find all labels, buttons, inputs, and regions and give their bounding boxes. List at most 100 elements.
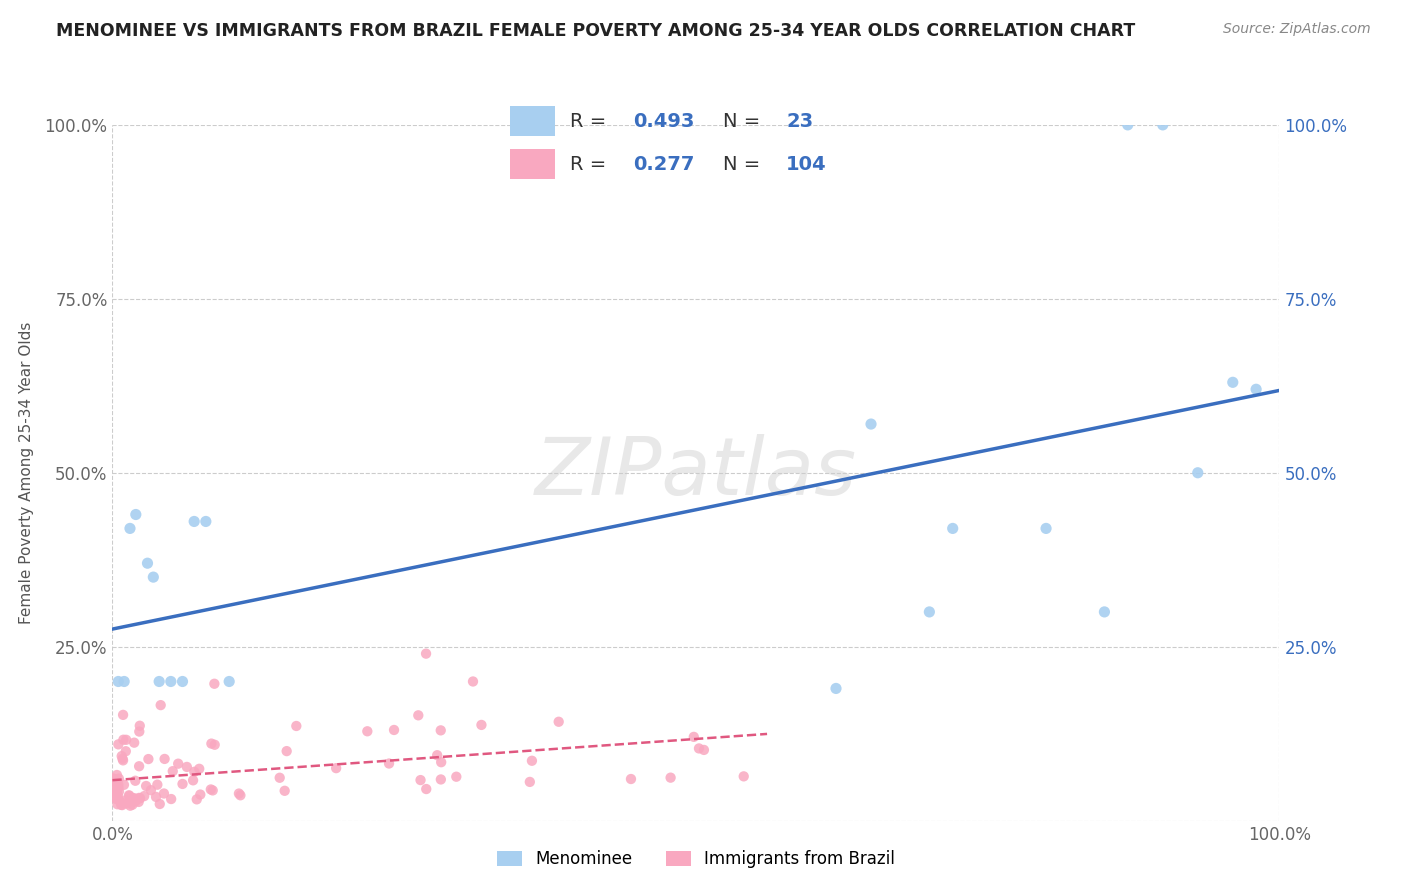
Point xyxy=(218,674,240,689)
Text: R =: R = xyxy=(569,154,613,174)
Point xyxy=(415,782,437,797)
Point xyxy=(104,791,127,805)
Point xyxy=(188,762,211,776)
Point xyxy=(112,778,135,792)
Point xyxy=(112,753,135,767)
Point xyxy=(112,732,135,747)
Text: 23: 23 xyxy=(786,112,813,131)
Point xyxy=(200,737,222,751)
Point xyxy=(124,794,146,808)
Point xyxy=(138,752,160,766)
Point xyxy=(825,681,848,696)
Point xyxy=(104,780,127,794)
Point xyxy=(118,789,141,803)
Point xyxy=(118,789,141,803)
Point xyxy=(149,698,172,713)
Point xyxy=(620,772,643,786)
Point xyxy=(134,789,156,804)
Point xyxy=(547,714,569,729)
Point xyxy=(202,677,225,691)
Text: MENOMINEE VS IMMIGRANTS FROM BRAZIL FEMALE POVERTY AMONG 25-34 YEAR OLDS CORRELA: MENOMINEE VS IMMIGRANTS FROM BRAZIL FEMA… xyxy=(56,22,1136,40)
Point xyxy=(136,556,159,570)
Point xyxy=(167,756,190,771)
Point xyxy=(128,795,150,809)
Point xyxy=(1187,466,1209,480)
Point xyxy=(114,793,136,807)
Point xyxy=(520,754,543,768)
Text: 0.277: 0.277 xyxy=(633,154,695,174)
Point xyxy=(408,708,430,723)
Point xyxy=(105,790,128,805)
Point xyxy=(103,788,125,802)
Point xyxy=(139,783,162,797)
Point xyxy=(121,797,143,812)
Point xyxy=(1116,118,1139,132)
Point xyxy=(111,796,134,810)
Point xyxy=(103,772,125,786)
Point xyxy=(160,792,183,806)
Point xyxy=(107,780,129,795)
Point xyxy=(461,674,484,689)
Point xyxy=(108,772,131,786)
Point xyxy=(112,707,135,722)
Point xyxy=(470,718,492,732)
Point xyxy=(107,797,129,812)
Point xyxy=(733,769,755,783)
Point xyxy=(118,521,141,535)
FancyBboxPatch shape xyxy=(510,149,555,179)
Text: ZIPatlas: ZIPatlas xyxy=(534,434,858,512)
Point xyxy=(682,730,704,744)
Point xyxy=(135,779,157,793)
Point xyxy=(105,768,128,782)
Text: 104: 104 xyxy=(786,154,827,174)
Point xyxy=(120,798,142,813)
Point xyxy=(142,570,165,584)
Point xyxy=(409,773,432,788)
Text: 0.493: 0.493 xyxy=(633,112,695,131)
Point xyxy=(229,789,252,803)
Point xyxy=(103,779,125,793)
Text: N =: N = xyxy=(723,154,766,174)
Point xyxy=(519,775,541,789)
Point xyxy=(186,792,208,806)
Point xyxy=(1152,118,1174,132)
Point xyxy=(153,752,176,766)
Point xyxy=(115,732,138,747)
Point xyxy=(285,719,308,733)
Point xyxy=(228,787,250,801)
Point xyxy=(194,515,217,529)
Point xyxy=(110,797,132,812)
Point xyxy=(146,778,169,792)
Point xyxy=(128,719,150,733)
Text: R =: R = xyxy=(569,112,613,131)
Point xyxy=(124,773,146,788)
Point xyxy=(430,772,453,787)
Point xyxy=(153,787,176,801)
Point xyxy=(103,773,125,788)
Point xyxy=(104,787,127,801)
Point xyxy=(693,743,716,757)
Point xyxy=(111,798,134,813)
Point xyxy=(122,791,145,805)
Point xyxy=(415,647,437,661)
Point xyxy=(160,674,183,689)
Point xyxy=(176,760,198,774)
Point xyxy=(356,724,378,739)
Point xyxy=(128,759,150,773)
Point xyxy=(125,508,148,522)
Point xyxy=(378,756,401,771)
Point xyxy=(188,788,211,802)
Point xyxy=(183,764,205,779)
Point xyxy=(382,723,405,737)
Point xyxy=(103,790,125,805)
Point xyxy=(325,761,347,775)
Point xyxy=(942,521,965,535)
Point xyxy=(111,749,134,764)
Point xyxy=(162,764,184,779)
Point xyxy=(181,773,204,788)
Point xyxy=(145,789,167,804)
Point xyxy=(114,744,136,758)
FancyBboxPatch shape xyxy=(510,106,555,136)
Point xyxy=(148,674,170,689)
Point xyxy=(111,752,134,766)
